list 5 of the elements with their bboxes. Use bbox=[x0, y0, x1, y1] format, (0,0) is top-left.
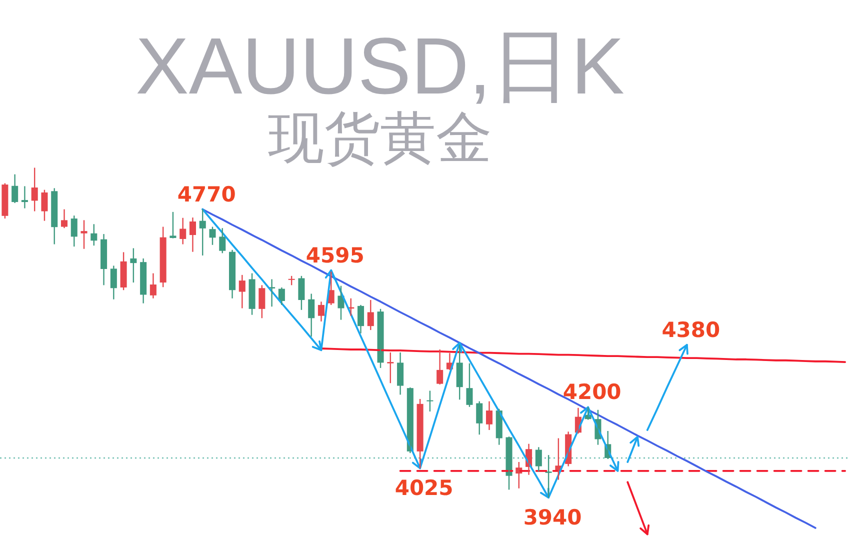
candlestick bbox=[170, 211, 176, 239]
candlestick bbox=[80, 220, 88, 250]
annotation: 4380 bbox=[662, 318, 720, 342]
annotation: 4770 bbox=[177, 182, 236, 206]
annotation: 3940 bbox=[523, 506, 582, 530]
